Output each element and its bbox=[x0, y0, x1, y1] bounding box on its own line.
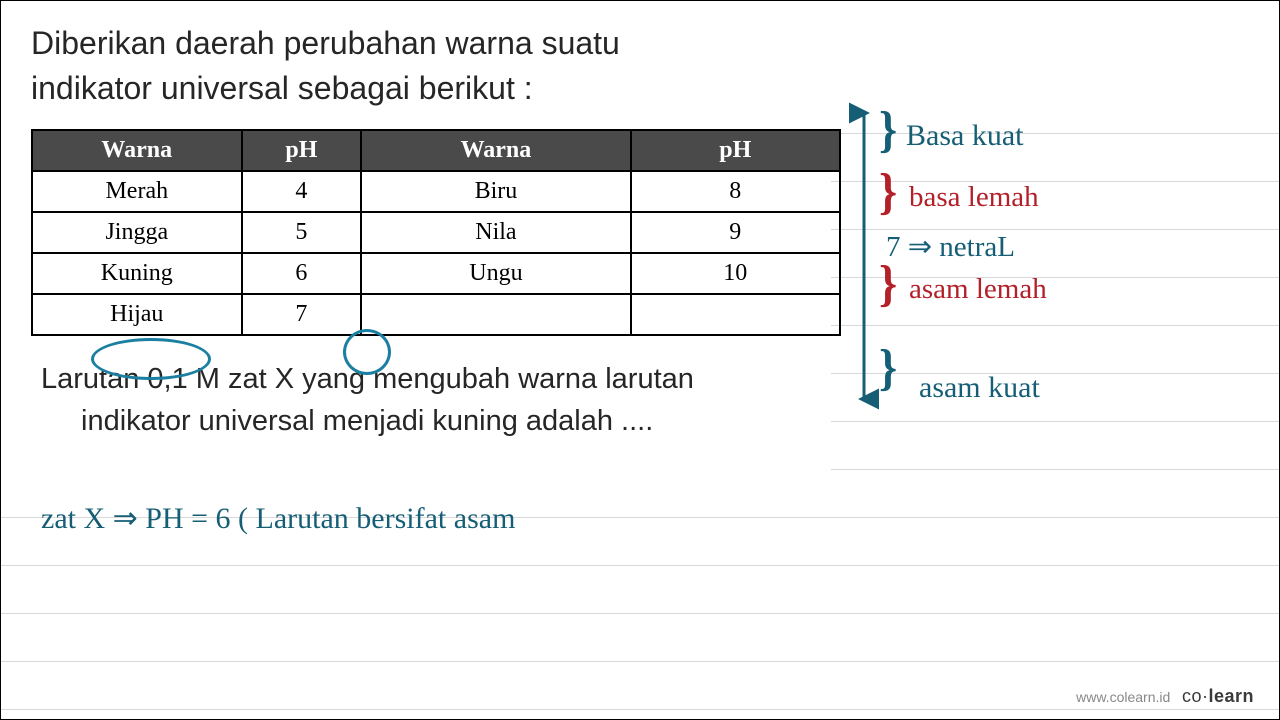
brace: } bbox=[879, 338, 897, 396]
table-cell: Merah bbox=[32, 171, 242, 212]
brand-learn: learn bbox=[1208, 686, 1254, 706]
table-row: Kuning6Ungu10 bbox=[32, 253, 840, 294]
indicator-table-wrap: Warna pH Warna pH Merah4Biru8Jingga5Nila… bbox=[31, 129, 841, 336]
brace: } bbox=[879, 254, 897, 312]
table-row: Merah4Biru8 bbox=[32, 171, 840, 212]
ph-scale-arrow bbox=[849, 101, 879, 411]
question-text: Larutan 0,1 M zat X yang mengubah warna … bbox=[31, 358, 1249, 442]
table-cell: Jingga bbox=[32, 212, 242, 253]
table-cell bbox=[631, 294, 840, 335]
table-cell: 6 bbox=[242, 253, 362, 294]
annotation-text: Basa kuat bbox=[906, 119, 1023, 153]
footer-url: www.colearn.id bbox=[1076, 689, 1170, 705]
th-ph-2: pH bbox=[631, 130, 840, 171]
table-row: Jingga5Nila9 bbox=[32, 212, 840, 253]
footer: www.colearn.id co·learn bbox=[1076, 686, 1254, 707]
question-line-2: indikator universal menjadi kuning adala… bbox=[41, 400, 1249, 442]
table-cell: Biru bbox=[361, 171, 630, 212]
bottom-handwritten-note: zat X ⇒ PH = 6 ( Larutan bersifat asam bbox=[41, 501, 515, 536]
table-cell bbox=[361, 294, 630, 335]
th-warna-2: Warna bbox=[361, 130, 630, 171]
page-content: Diberikan daerah perubahan warna suatu i… bbox=[1, 1, 1279, 462]
annotation-text: asam lemah bbox=[909, 273, 1047, 306]
table-row: Hijau7 bbox=[32, 294, 840, 335]
table-cell: Nila bbox=[361, 212, 630, 253]
th-ph-1: pH bbox=[242, 130, 362, 171]
table-cell: Hijau bbox=[32, 294, 242, 335]
annotation-text: basa lemah bbox=[909, 181, 1039, 214]
table-cell: Kuning bbox=[32, 253, 242, 294]
title-line-2: indikator universal sebagai berikut : bbox=[31, 66, 1249, 111]
table-cell: 7 bbox=[242, 294, 362, 335]
annotation-text: 7 ⇒ netraL bbox=[886, 229, 1015, 264]
table-cell: 4 bbox=[242, 171, 362, 212]
table-cell: 9 bbox=[631, 212, 840, 253]
title-line-1: Diberikan daerah perubahan warna suatu bbox=[31, 21, 1249, 66]
annotation-text: asam kuat bbox=[919, 371, 1040, 405]
brace: } bbox=[879, 162, 897, 220]
brand-co: co bbox=[1182, 686, 1202, 706]
table-cell: 8 bbox=[631, 171, 840, 212]
table-cell: Ungu bbox=[361, 253, 630, 294]
th-warna-1: Warna bbox=[32, 130, 242, 171]
table-cell: 5 bbox=[242, 212, 362, 253]
table-cell: 10 bbox=[631, 253, 840, 294]
table-header-row: Warna pH Warna pH bbox=[32, 130, 840, 171]
indicator-table: Warna pH Warna pH Merah4Biru8Jingga5Nila… bbox=[31, 129, 841, 336]
question-line-1: Larutan 0,1 M zat X yang mengubah warna … bbox=[41, 363, 694, 395]
brace: } bbox=[879, 100, 897, 158]
footer-brand: co·learn bbox=[1182, 686, 1254, 706]
